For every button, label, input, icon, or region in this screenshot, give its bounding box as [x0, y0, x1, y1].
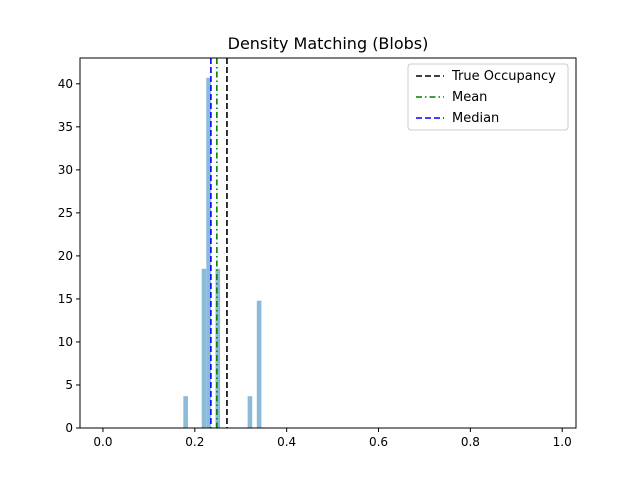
bars-layer — [183, 77, 262, 428]
x-tick-label: 0.2 — [185, 435, 204, 449]
histogram-bar — [247, 396, 253, 428]
legend-label: Median — [452, 111, 499, 126]
y-tick-label: 15 — [58, 292, 73, 306]
y-tick-label: 5 — [65, 378, 73, 392]
legend-label: Mean — [452, 90, 487, 105]
chart-title: Density Matching (Blobs) — [228, 34, 429, 53]
histogram-bar — [215, 268, 221, 428]
legend-label: True Occupancy — [451, 69, 556, 84]
histogram-bar — [183, 396, 188, 428]
histogram-bar — [206, 77, 211, 428]
y-tick-label: 10 — [58, 335, 73, 349]
y-tick-label: 35 — [58, 120, 73, 134]
y-tick-label: 25 — [58, 206, 73, 220]
x-tick-label: 0.4 — [277, 435, 296, 449]
y-tick-label: 0 — [65, 421, 73, 435]
legend: True Occupancy Mean Median — [407, 63, 569, 131]
x-axis: 0.0 0.2 0.4 0.6 0.8 1.0 — [93, 428, 572, 449]
y-tick-label: 30 — [58, 163, 73, 177]
y-axis: 0 5 10 15 20 25 30 35 40 — [58, 77, 80, 435]
histogram-bar — [256, 300, 262, 428]
y-tick-label: 40 — [58, 77, 73, 91]
x-tick-label: 0.6 — [369, 435, 388, 449]
x-tick-label: 1.0 — [553, 435, 572, 449]
y-tick-label: 20 — [58, 249, 73, 263]
histogram-bar — [201, 268, 207, 428]
x-tick-label: 0.0 — [93, 435, 112, 449]
plot-frame — [79, 57, 577, 429]
legend-box — [407, 63, 569, 131]
x-tick-label: 0.8 — [461, 435, 480, 449]
reference-lines-layer — [210, 58, 228, 428]
